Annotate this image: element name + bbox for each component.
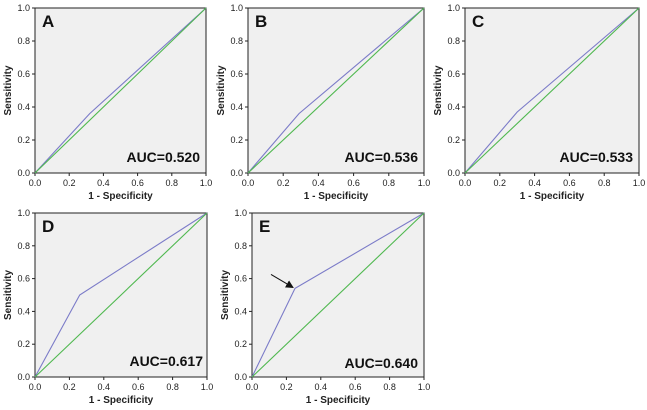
y-tick-label: 0.8 <box>230 36 243 46</box>
y-tick-label: 0.8 <box>447 36 460 46</box>
x-tick-label: 0.6 <box>349 382 362 392</box>
x-axis-label: 1 - Specificity <box>89 395 154 406</box>
x-tick-label: 0.6 <box>347 178 360 188</box>
y-tick-label: 0.8 <box>17 241 30 251</box>
y-tick-label: 1.0 <box>230 3 243 13</box>
x-tick-label: 0.8 <box>383 382 396 392</box>
y-tick-label: 0.4 <box>230 102 243 112</box>
y-tick-label: 1.0 <box>17 208 30 218</box>
x-tick-label: 0.2 <box>63 178 76 188</box>
x-axis-label: 1 - Specificity <box>520 191 585 202</box>
x-tick-label: 0.0 <box>29 178 42 188</box>
x-tick-label: 0.8 <box>598 178 611 188</box>
y-axis-label: Sensitivity <box>3 65 14 115</box>
auc-label: AUC=0.533 <box>559 149 633 165</box>
x-tick-label: 0.4 <box>315 382 328 392</box>
roc-curve <box>251 212 425 378</box>
x-tick-label: 0.6 <box>131 178 144 188</box>
panel-letter: C <box>472 12 484 31</box>
reference-line <box>34 7 207 174</box>
y-axis-label: Sensitivity <box>3 270 14 320</box>
roc-curve <box>34 212 208 378</box>
y-tick-label: 1.0 <box>17 3 30 13</box>
y-tick-label: 0.2 <box>17 339 30 349</box>
x-tick-label: 0.4 <box>528 178 541 188</box>
auc-label: AUC=0.520 <box>126 149 200 165</box>
y-tick-label: 0.2 <box>230 135 243 145</box>
roc-panel-e: 0.0 0.2 0.4 0.6 0.8 1.0 0.0 0.2 0.4 0.6 0.8 1.0 1 - … <box>220 208 430 406</box>
y-tick-label: 0.6 <box>17 274 30 284</box>
x-tick-label: 0.0 <box>242 178 255 188</box>
x-tick-label: 0.0 <box>459 178 472 188</box>
x-tick-label: 0.8 <box>383 178 396 188</box>
x-tick-label: 0.6 <box>132 382 145 392</box>
roc-panel-a: 0.0 0.2 0.4 0.6 0.8 1.0 0.0 0.2 0.4 0.6 0.8 1.0 1 - … <box>3 3 212 202</box>
x-tick-label: 1.0 <box>200 178 213 188</box>
arrow-pointer <box>270 273 294 288</box>
y-tick-label: 0.0 <box>447 168 460 178</box>
x-tick-label: 0.4 <box>97 178 110 188</box>
y-tick-label: 0.6 <box>234 274 247 284</box>
x-tick-label: 1.0 <box>633 178 646 188</box>
roc-panel-d: 0.0 0.2 0.4 0.6 0.8 1.0 0.0 0.2 0.4 0.6 0.8 1.0 1 - … <box>3 208 213 406</box>
x-axis-label: 1 - Specificity <box>88 191 153 202</box>
x-tick-label: 0.4 <box>98 382 111 392</box>
y-tick-label: 0.4 <box>234 306 247 316</box>
y-axis-label: Sensitivity <box>220 270 231 320</box>
panel-letter: E <box>259 217 270 236</box>
y-axis-label: Sensitivity <box>216 65 227 115</box>
reference-line <box>34 212 208 378</box>
auc-label: AUC=0.536 <box>344 149 418 165</box>
y-axis-label: Sensitivity <box>433 65 444 115</box>
roc-curve <box>464 7 640 174</box>
x-tick-label: 0.0 <box>246 382 259 392</box>
y-tick-label: 0.6 <box>17 69 30 79</box>
x-tick-label: 0.6 <box>563 178 576 188</box>
y-tick-label: 0.6 <box>230 69 243 79</box>
x-tick-label: 0.2 <box>494 178 507 188</box>
x-tick-label: 0.8 <box>166 178 179 188</box>
auc-label: AUC=0.640 <box>344 355 418 371</box>
x-tick-label: 0.2 <box>63 382 76 392</box>
x-tick-label: 0.2 <box>277 178 290 188</box>
roc-curve <box>34 7 207 174</box>
y-tick-label: 0.0 <box>17 372 30 382</box>
y-tick-label: 1.0 <box>234 208 247 218</box>
x-tick-label: 1.0 <box>418 178 431 188</box>
y-tick-label: 0.6 <box>447 69 460 79</box>
panel-letter: B <box>255 12 267 31</box>
reference-line <box>251 212 425 378</box>
roc-curve <box>247 7 425 174</box>
x-tick-label: 1.0 <box>418 382 431 392</box>
y-tick-label: 0.2 <box>234 339 247 349</box>
y-tick-label: 0.0 <box>230 168 243 178</box>
y-tick-label: 0.8 <box>17 36 30 46</box>
x-tick-label: 0.2 <box>280 382 293 392</box>
y-tick-label: 0.8 <box>234 241 247 251</box>
x-tick-label: 0.8 <box>166 382 179 392</box>
panel-letter: A <box>42 12 54 31</box>
y-tick-label: 0.2 <box>447 135 460 145</box>
auc-label: AUC=0.617 <box>129 353 203 369</box>
x-axis-label: 1 - Specificity <box>304 191 369 202</box>
x-tick-label: 1.0 <box>201 382 214 392</box>
y-tick-label: 0.0 <box>234 372 247 382</box>
reference-line <box>464 7 640 174</box>
y-tick-label: 0.2 <box>17 135 30 145</box>
x-tick-label: 0.4 <box>312 178 325 188</box>
roc-panel-c: 0.0 0.2 0.4 0.6 0.8 1.0 0.0 0.2 0.4 0.6 0.8 1.0 1 - … <box>433 3 645 202</box>
y-tick-label: 0.4 <box>447 102 460 112</box>
roc-panel-b: 0.0 0.2 0.4 0.6 0.8 1.0 0.0 0.2 0.4 0.6 0.8 1.0 1 - … <box>216 3 430 202</box>
y-tick-label: 0.4 <box>17 306 30 316</box>
y-tick-label: 1.0 <box>447 3 460 13</box>
y-tick-label: 0.0 <box>17 168 30 178</box>
x-tick-label: 0.0 <box>29 382 42 392</box>
reference-line <box>247 7 425 174</box>
y-tick-label: 0.4 <box>17 102 30 112</box>
x-axis-label: 1 - Specificity <box>306 395 371 406</box>
panel-letter: D <box>42 217 54 236</box>
